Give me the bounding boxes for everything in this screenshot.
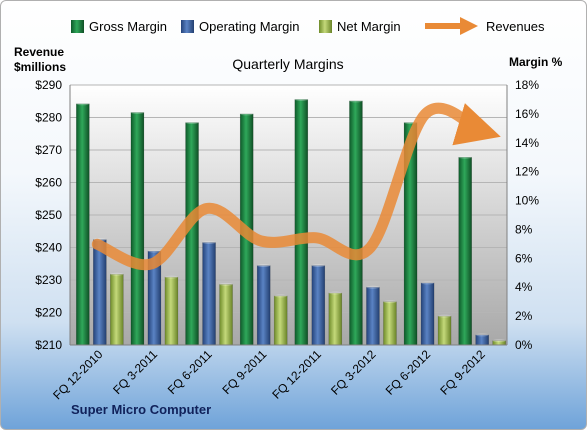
gross-margin-bar <box>130 112 145 346</box>
company-label: Super Micro Computer <box>71 402 211 417</box>
operating-margin-bar-top <box>257 264 271 268</box>
legend-operating-margin-label: Operating Margin <box>199 19 299 34</box>
net-margin-bar-top <box>219 282 233 286</box>
legend-operating-margin-swatch <box>181 20 194 33</box>
gross-margin-bar <box>76 103 90 346</box>
revenue-line <box>91 102 501 271</box>
net-margin-bar <box>219 284 233 346</box>
left-tick-label: $250 <box>35 208 62 222</box>
right-tick-label: 0% <box>515 338 533 352</box>
right-tick-label: 16% <box>515 107 539 121</box>
gross-margin-bar-top <box>349 99 363 103</box>
left-axis-title-line2: $millions <box>14 60 66 74</box>
net-margin-bar-top <box>328 291 342 295</box>
operating-margin-bar <box>420 282 435 346</box>
operating-margin-bar <box>93 239 107 346</box>
right-axis-title: Margin % <box>509 55 563 69</box>
operating-margin-bar-top <box>366 285 380 289</box>
category-label: FQ 3-2011 <box>110 347 160 397</box>
legend: Gross Margin Operating Margin Net Margin Re… <box>71 17 545 35</box>
right-tick-label: 12% <box>515 165 539 179</box>
right-tick-label: 6% <box>515 251 533 265</box>
operating-margin-bar-top <box>311 264 325 268</box>
left-tick-label: $290 <box>35 78 62 92</box>
right-tick-label: 18% <box>515 78 539 92</box>
category-label: FQ 3-2012 <box>328 347 379 398</box>
category-label: FQ 12-2010 <box>50 347 105 402</box>
bars <box>76 97 506 346</box>
left-tick-label: $230 <box>35 273 62 287</box>
net-margin-bar <box>110 273 124 346</box>
net-margin-bar-top <box>110 272 124 276</box>
net-margin-bar <box>328 292 343 346</box>
operating-margin-bar <box>202 242 216 346</box>
gross-margin-bar-top <box>130 110 144 114</box>
left-tick-label: $220 <box>35 306 62 320</box>
left-tick-label: $270 <box>35 143 62 157</box>
operating-margin-bar-top <box>475 333 489 337</box>
right-tick-label: 14% <box>515 136 539 150</box>
left-axis-title-line1: Revenue <box>14 45 64 59</box>
gross-margin-bar-top <box>76 102 90 106</box>
gross-margin-bar <box>185 122 199 346</box>
right-tick-label: 8% <box>515 222 533 236</box>
operating-margin-bar <box>475 334 489 346</box>
category-label: FQ 9-2011 <box>219 347 269 397</box>
gross-margin-bar-top <box>458 155 472 159</box>
right-tick-label: 10% <box>515 194 539 208</box>
net-margin-bar-top <box>274 294 288 298</box>
net-margin-bar-top <box>383 300 397 304</box>
gross-margin-bar <box>349 100 363 346</box>
net-margin-bar <box>273 295 288 346</box>
net-margin-bar <box>437 315 452 346</box>
operating-margin-bar <box>256 265 271 346</box>
left-tick-label: $280 <box>35 111 62 125</box>
gross-margin-bar-top <box>185 121 199 125</box>
legend-gross-margin-swatch <box>71 20 84 33</box>
right-tick-label: 4% <box>515 280 533 294</box>
legend-net-margin-swatch <box>319 20 332 33</box>
legend-net-margin-label: Net Margin <box>337 19 401 34</box>
category-label: FQ 9-2012 <box>437 347 488 398</box>
chart-title: Quarterly Margins <box>232 56 343 72</box>
net-margin-bar <box>383 301 397 346</box>
category-label: FQ 6-2012 <box>383 347 434 398</box>
operating-margin-bar <box>311 265 326 346</box>
legend-gross-margin-label: Gross Margin <box>89 19 167 34</box>
revenues-line <box>91 102 501 271</box>
operating-margin-bar <box>366 286 380 346</box>
left-tick-label: $210 <box>35 338 62 352</box>
gross-margin-bar-top <box>294 97 308 101</box>
net-margin-bar-top <box>164 275 178 279</box>
category-label: FQ 6-2011 <box>165 347 215 397</box>
net-margin-bar-top <box>492 339 506 343</box>
gross-margin-bar-top <box>240 112 254 116</box>
gross-margin-bar <box>458 156 472 346</box>
legend-revenues-label: Revenues <box>486 19 545 34</box>
operating-margin-bar-top <box>147 249 161 253</box>
gross-margin-bar <box>294 99 309 346</box>
operating-margin-bar-top <box>421 281 435 285</box>
operating-margin-bar-top <box>202 240 216 244</box>
category-label: FQ 12-2011 <box>269 347 324 402</box>
left-tick-label: $240 <box>35 241 62 255</box>
right-tick-label: 2% <box>515 309 533 323</box>
net-margin-bar-top <box>438 314 452 318</box>
left-tick-label: $260 <box>35 176 62 190</box>
net-margin-bar <box>164 276 179 346</box>
